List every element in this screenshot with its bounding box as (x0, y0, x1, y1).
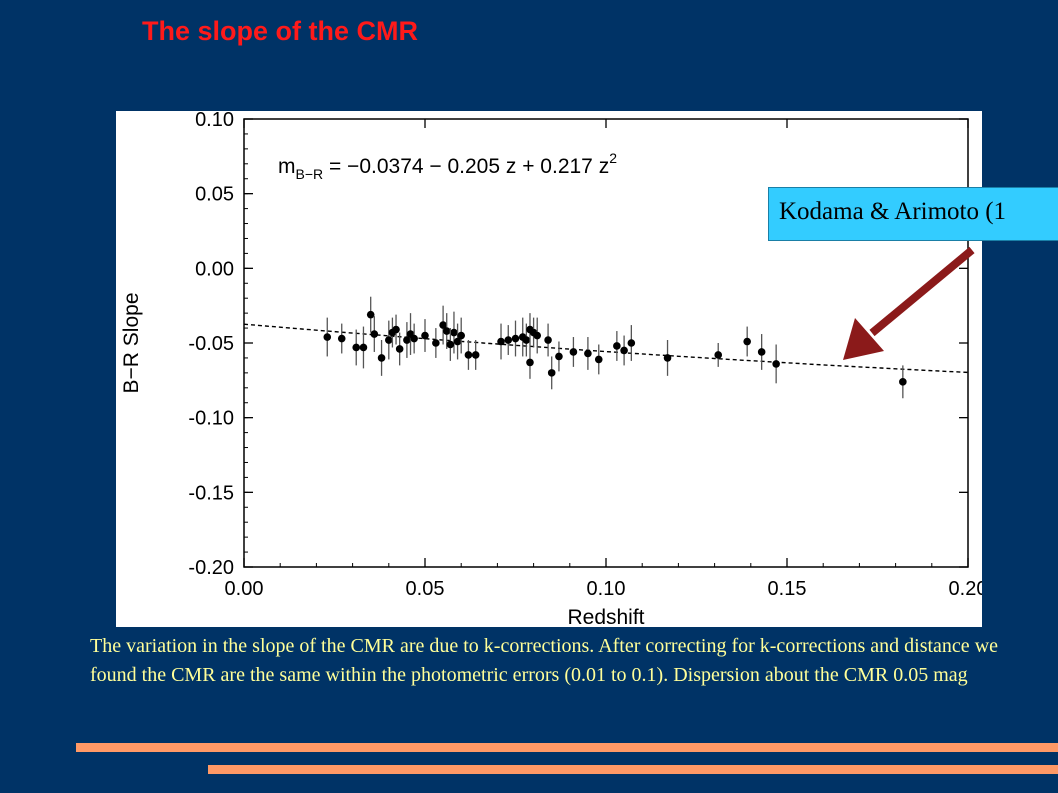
data-point-6 (377, 354, 386, 362)
data-point-41 (627, 339, 636, 347)
data-point-39 (613, 342, 621, 350)
data-point-24 (497, 337, 505, 346)
x-tick-label-1: 0.05 (406, 578, 445, 600)
data-point-36 (569, 348, 578, 356)
data-point-9 (392, 325, 400, 334)
x-tick-label-3: 0.15 (768, 578, 807, 600)
data-point-42 (663, 354, 672, 362)
data-point-1 (337, 334, 346, 343)
data-point-20 (453, 337, 462, 346)
arrow-head (843, 318, 884, 360)
data-point-32 (533, 331, 542, 340)
slide-title: The slope of the CMR (142, 16, 418, 46)
decorative-rule-bottom (208, 765, 1058, 774)
y-tick-label-1: 0.05 (195, 184, 234, 206)
data-point-35 (555, 352, 563, 361)
x-tick-label-4: 0.20 (949, 578, 982, 600)
data-point-0 (323, 333, 332, 341)
arrow-shaft (869, 246, 975, 337)
data-point-23 (471, 351, 480, 359)
data-point-3 (359, 343, 368, 352)
y-tick-label-6: -0.20 (188, 557, 234, 579)
data-point-38 (594, 355, 603, 364)
data-point-47 (899, 378, 907, 386)
data-point-44 (743, 337, 751, 346)
x-tick-label-2: 0.10 (587, 578, 626, 600)
data-point-45 (757, 348, 766, 356)
data-point-10 (395, 345, 404, 353)
axis-ticks: 0.00 0.05 0.10 0.15 0.20 0.10 0.05 0.00 -0.05 -0.… (188, 111, 982, 600)
data-point-40 (620, 346, 628, 355)
data-point-18 (450, 328, 458, 337)
y-tick-label-5: -0.15 (188, 482, 234, 504)
data-point-46 (772, 360, 780, 368)
data-point-15 (432, 339, 440, 347)
data-point-22 (464, 351, 473, 359)
data-point-5 (370, 330, 379, 338)
equation-rhs: = −0.0374 − 0.205 z + 0.217 z (323, 155, 609, 178)
fit-curve (243, 323, 969, 374)
data-point-34 (547, 369, 556, 377)
data-point-33 (544, 336, 552, 344)
data-point-14 (421, 331, 429, 340)
data-point-16 (439, 321, 447, 329)
equation-rhs-sup: 2 (609, 150, 617, 166)
reference-callout: Kodama & Arimoto (1 (768, 187, 1058, 241)
data-point-13 (410, 334, 418, 343)
data-point-17 (442, 327, 451, 335)
data-point-26 (511, 334, 520, 343)
decorative-rule-top (76, 743, 1058, 752)
equation-lhs-sub: B−R (296, 166, 324, 182)
y-tick-label-2: 0.00 (195, 258, 234, 280)
equation-lhs-base: m (278, 155, 296, 178)
fit-line-layer (243, 323, 969, 374)
data-point-31 (526, 358, 534, 367)
data-point-2 (352, 343, 361, 352)
x-axis-label: Redshift (567, 606, 644, 627)
data-point-37 (584, 349, 592, 358)
data-point-4 (366, 310, 375, 319)
x-tick-label-0: 0.00 (225, 578, 264, 600)
data-point-25 (504, 336, 513, 344)
fit-equation: mB−R = −0.0374 − 0.205 z + 0.217 z2 (278, 150, 617, 182)
y-tick-label-0: 0.10 (195, 111, 234, 131)
br-slope-chart: 0.00 0.05 0.10 0.15 0.20 0.10 0.05 0.00 -0.05 -0.… (120, 111, 982, 627)
y-tick-label-4: -0.10 (188, 408, 234, 430)
data-points-layer (323, 296, 907, 399)
data-point-11 (403, 336, 411, 344)
data-point-19 (446, 340, 455, 349)
data-point-21 (457, 331, 466, 340)
data-point-28 (522, 336, 531, 344)
y-axis-label: B−R Slope (120, 293, 143, 394)
data-point-43 (714, 351, 723, 359)
data-point-7 (385, 336, 393, 344)
slide-caption: The variation in the slope of the CMR ar… (90, 635, 999, 686)
y-tick-label-3: -0.05 (188, 333, 234, 355)
